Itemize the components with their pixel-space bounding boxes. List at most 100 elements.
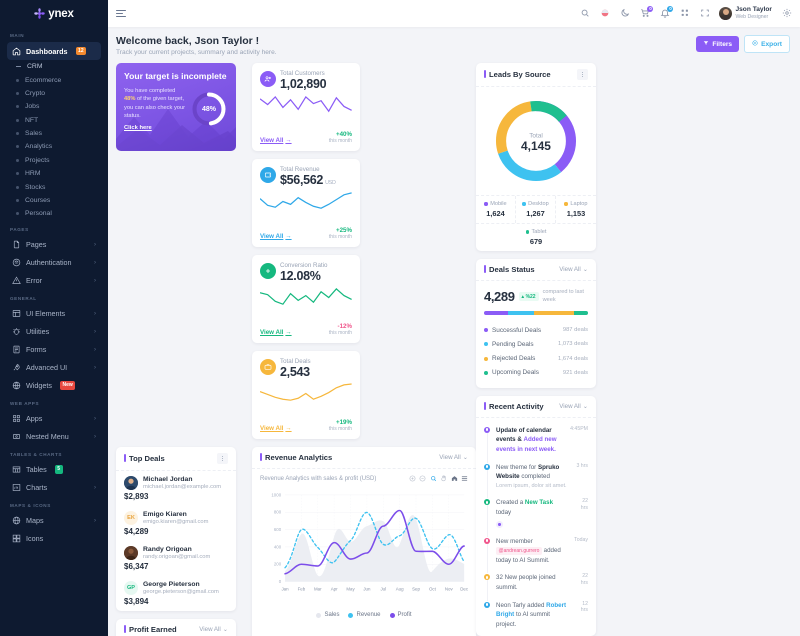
svg-text:Oct: Oct [429,586,437,591]
selection-icon[interactable] [430,475,437,482]
view-all-link[interactable]: View All ⌄ [199,626,228,633]
sidebar-subitem-crm[interactable]: CRM [11,60,101,73]
list-item[interactable]: Neon Tarly added Robert Bright to AI sum… [484,601,588,632]
moon-icon[interactable] [619,8,630,19]
kebab-menu-icon[interactable] [577,69,588,80]
list-item[interactable]: Randy Origoan randy.origoan@gmail.com $6… [116,541,236,576]
sidebar-subitem-courses[interactable]: Courses [11,194,101,207]
legend-item-sales[interactable]: Sales [316,612,339,618]
list-item[interactable]: New member @andrean.gurrero added today … [484,537,588,574]
sidebar-subitem-label: Projects [25,156,50,164]
zoom-in-icon[interactable] [409,475,416,482]
sidebar-item-authentication[interactable]: Authentication › [7,254,101,272]
list-item[interactable]: GP George Pieterson george.pieterson@gma… [116,576,236,611]
list-item[interactable]: Successful Deals 987 deals [484,323,588,337]
list-item[interactable]: Update of calendar events & Added new ev… [484,426,588,463]
zoom-out-icon[interactable] [419,475,426,482]
reset-icon[interactable] [451,475,458,482]
sidebar-subitem-personal[interactable]: Personal [11,207,101,220]
cart-icon[interactable]: 0 [639,5,654,19]
sidebar-subitem-analytics[interactable]: Analytics [11,140,101,153]
sidebar-item-apps[interactable]: Apps › [7,410,101,428]
view-all-link[interactable]: View All → [260,425,292,432]
sidebar-item-advanced-ui[interactable]: Advanced UI › [7,359,101,377]
sidebar-item-dashboards[interactable]: Dashboards 12 [7,42,101,60]
filters-button[interactable]: Filters [696,36,740,52]
sidebar-subitem-crypto[interactable]: Crypto [11,87,101,100]
sidebar-item-label: Error [26,276,42,285]
sidebar-subitem-ecommerce[interactable]: Ecommerce [11,73,101,86]
sidebar-item-icons[interactable]: Icons [7,530,101,548]
pan-icon[interactable] [440,475,447,482]
sales-area [285,515,465,582]
legend-item-revenue[interactable]: Revenue [348,612,381,618]
chevron-right-icon: › [94,346,96,353]
brand-logo[interactable]: ynex [0,0,108,27]
view-all-link[interactable]: View All ⌄ [439,454,468,461]
card-title: Leads By Source [484,70,551,79]
sidebar-subitem-jobs[interactable]: Jobs [11,100,101,113]
view-all-link[interactable]: View All ⌄ [559,403,588,410]
sidebar-subitem-sales[interactable]: Sales [11,127,101,140]
sidebar-item-widgets[interactable]: Widgets New [7,377,101,395]
hamburger-icon[interactable] [116,9,126,18]
view-all-link[interactable]: View All → [260,233,292,240]
view-all-link[interactable]: View All → [260,137,292,144]
wallet-icon [260,167,276,183]
list-item[interactable]: Created a New Task today 22 hrs [484,498,588,537]
sidebar-item-pages[interactable]: Pages › [7,236,101,254]
svg-text:Aug: Aug [396,586,404,591]
sidebar-subitem-nft[interactable]: NFT [11,114,101,127]
menu-icon[interactable] [461,475,468,482]
bullet-icon [16,105,19,109]
chevron-right-icon: › [94,484,96,491]
list-item[interactable]: Upcoming Deals 921 deals [484,366,588,380]
sidebar-item-utilities[interactable]: Utilities › [7,323,101,341]
activity-main: Created a [496,499,524,507]
view-all-link[interactable]: View All → [260,329,292,336]
activity-link[interactable]: Robert Bright [496,601,567,619]
revenue-analytics-body: Revenue Analytics with sales & profit (U… [252,469,476,622]
apps-grid-icon[interactable] [679,8,690,19]
export-button[interactable]: Export [744,35,790,53]
list-item[interactable]: Rejected Deals 1,674 deals [484,351,588,365]
sidebar-item-ui-elements[interactable]: UI Elements › [7,305,101,323]
chevron-right-icon: › [94,277,96,284]
mention-tag[interactable]: @andrean.gurrero [496,547,542,556]
list-item[interactable]: Pending Deals 1,073 deals [484,337,588,351]
gear-icon[interactable] [781,8,792,19]
sidebar-item-forms[interactable]: Forms › [7,341,101,359]
target-click-here-link[interactable]: Click here [124,124,152,131]
list-item[interactable]: Michael Jordan michael.jordan@example.co… [116,471,236,506]
sidebar-subitem-hrm[interactable]: HRM [11,167,101,180]
list-item[interactable]: New theme for Spruko Website completed L… [484,463,588,499]
bell-icon[interactable]: 0 [659,5,674,19]
sidebar-item-charts[interactable]: Charts › [7,479,101,497]
plus-circle-icon [260,263,276,279]
search-icon[interactable] [579,8,590,19]
activity-link[interactable]: New Task [524,499,554,507]
view-all-link[interactable]: View All ⌄ [559,266,588,273]
sidebar-subitem-projects[interactable]: Projects [11,154,101,167]
user-menu[interactable]: Json Taylor Web Designer [719,6,772,21]
legend-color-swatch [484,370,488,375]
timeline-connector [486,580,488,601]
list-item[interactable]: 32 New people joined summit. 22 hrs [484,573,588,601]
legend-item-profit[interactable]: Profit [389,612,412,618]
top-deals-list: Michael Jordan michael.jordan@example.co… [116,471,236,611]
kebab-menu-icon[interactable] [217,453,228,464]
content-scroll[interactable]: Welcome back, Json Taylor ! Track your c… [108,27,800,636]
flag-icon[interactable] [599,8,610,19]
page-subtitle: Track your current projects, summary and… [116,49,277,56]
sidebar-item-nested-menu[interactable]: Nested Menu › [7,428,101,446]
users-icon [260,71,276,87]
stat-card-conversion-ratio: Conversion Ratio 12.08% View All → [252,255,360,343]
list-item[interactable]: EK Emigo Kiaren emigo.kiaren@gmail.com $… [116,506,236,541]
status-count: 921 deals [562,369,588,376]
sidebar-item-maps[interactable]: Maps › [7,512,101,530]
sidebar-item-tables[interactable]: Tables 5 [7,461,101,479]
fullscreen-icon[interactable] [699,8,710,19]
sidebar-subitem-stocks[interactable]: Stocks [11,180,101,193]
sidebar-item-error[interactable]: Error › [7,272,101,290]
activity-link[interactable]: Added new events in next week. [496,436,557,454]
